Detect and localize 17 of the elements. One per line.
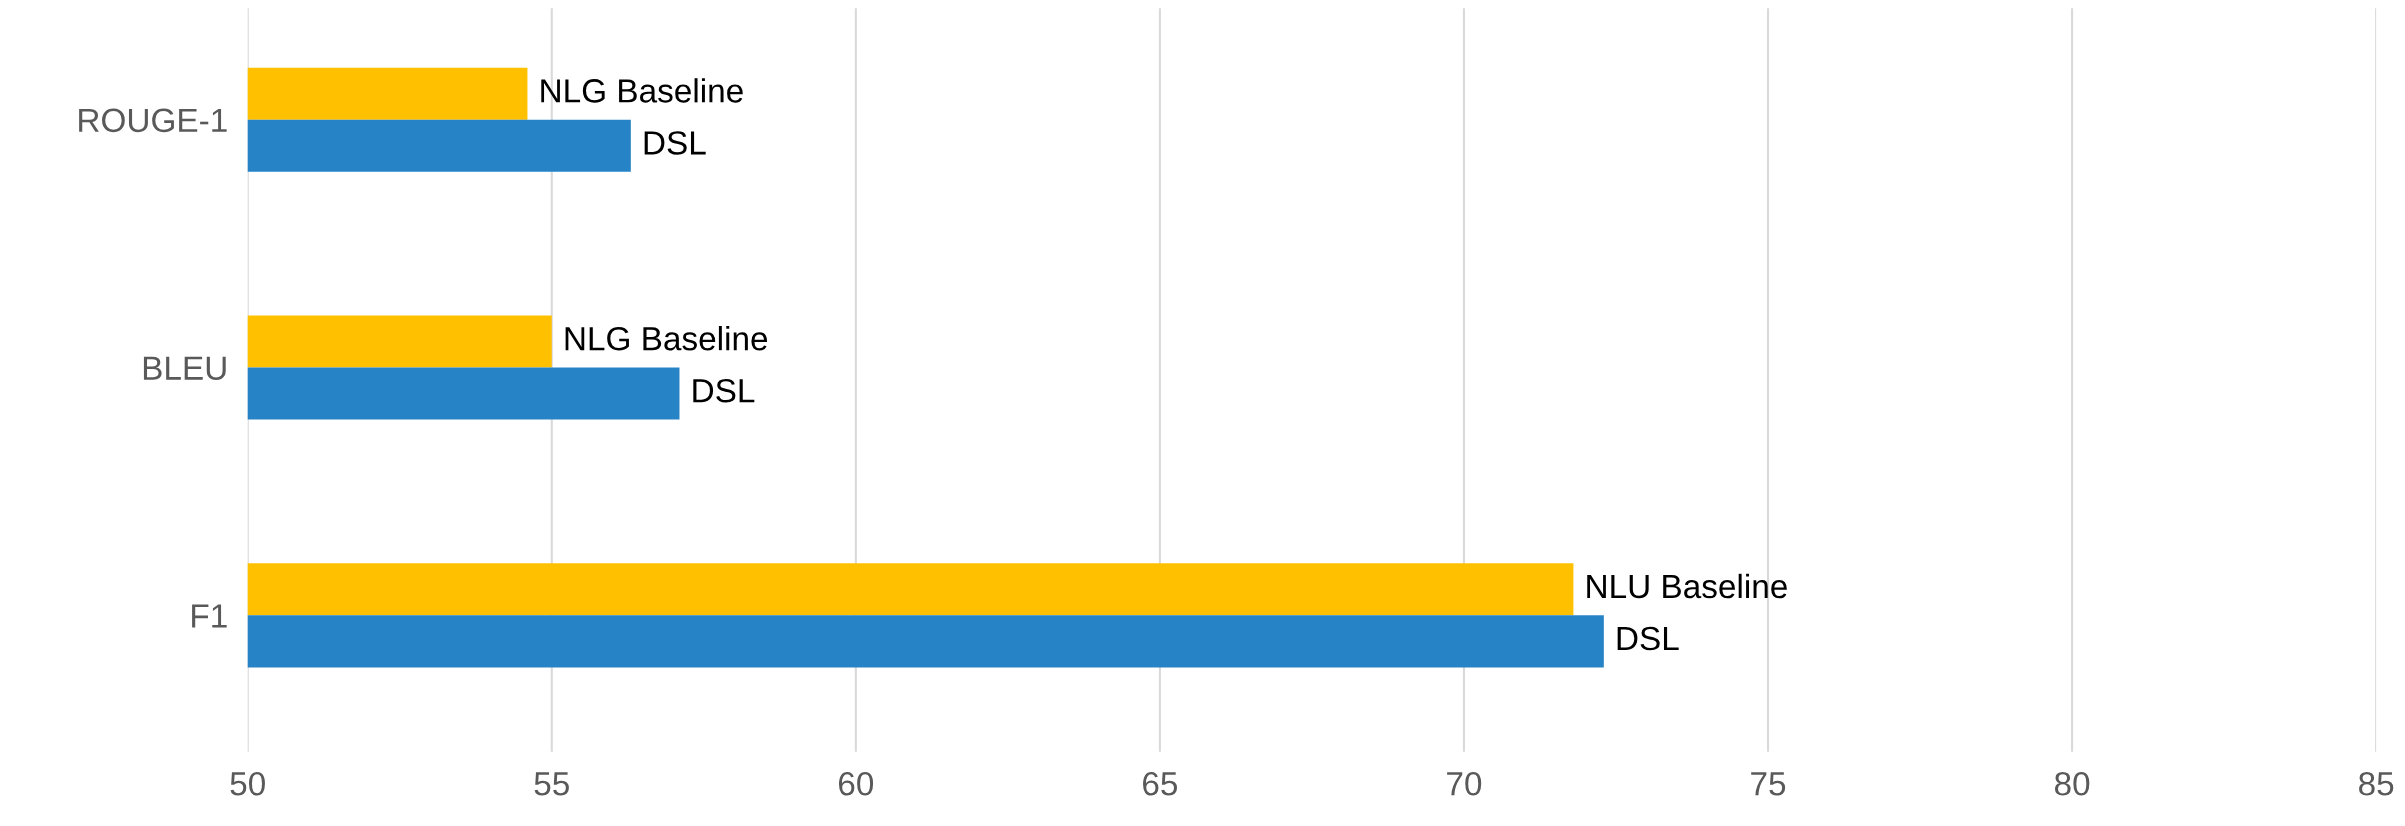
data-label: NLG Baseline <box>565 326 768 351</box>
x-tick-label: 60 <box>838 771 874 796</box>
data-label: NLU Baseline <box>1587 573 1787 599</box>
data-label: DSL <box>693 378 755 403</box>
x-tick-label: 70 <box>1447 771 1482 796</box>
x-tick-label: 80 <box>2054 771 2090 796</box>
x-tick-label: 55 <box>534 772 569 796</box>
y-tick-label: BLEU <box>143 356 226 380</box>
data-label: DSL <box>644 131 706 155</box>
data-label: DSL <box>1617 626 1679 651</box>
y-tick-label: ROUGE-1 <box>79 108 227 133</box>
x-tick-label: 50 <box>230 771 265 796</box>
x-tick-label: 85 <box>2359 771 2394 796</box>
x-tick-label: 75 <box>1751 772 1786 796</box>
y-tick-label: F1 <box>192 604 227 628</box>
x-tick-label: 65 <box>1143 771 1178 796</box>
data-label: NLG Baseline <box>541 78 743 103</box>
